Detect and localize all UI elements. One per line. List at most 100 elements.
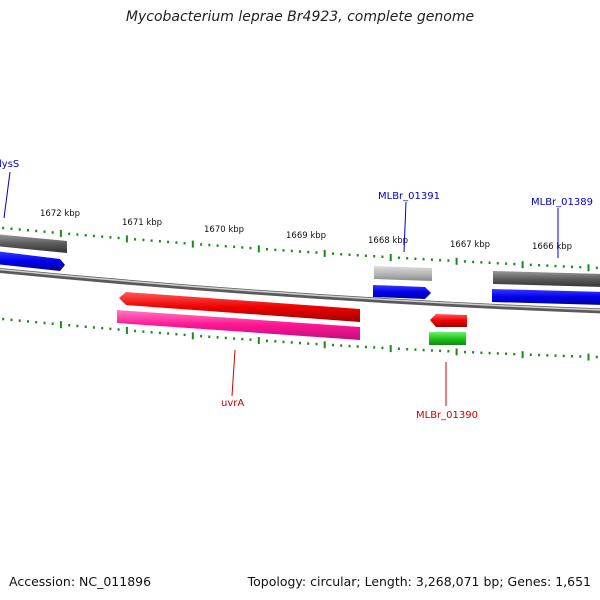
- gene-arrow-MLBr_01391[interactable]: [373, 285, 431, 299]
- tick-minor: [208, 335, 211, 338]
- tick-minor: [68, 324, 71, 327]
- tick-minor: [562, 265, 565, 268]
- tick-minor: [18, 228, 21, 231]
- map-title: Mycobacterium leprae Br4923, complete ge…: [125, 9, 475, 25]
- tick-minor: [224, 336, 227, 340]
- tick-minor: [10, 227, 13, 230]
- tick-minor: [430, 349, 433, 352]
- tick-minor: [332, 343, 334, 347]
- tick-major: [191, 240, 194, 248]
- tick-minor: [430, 258, 433, 261]
- gene-label-MLBr_01390[interactable]: MLBr_01390: [416, 410, 478, 421]
- tick-major: [455, 348, 458, 356]
- tick-minor: [35, 229, 38, 233]
- tick-major: [59, 229, 62, 237]
- tick-minor: [381, 346, 384, 350]
- tick-minor: [315, 342, 318, 346]
- tick-minor: [249, 246, 252, 250]
- tick-minor: [348, 253, 351, 256]
- tick-minor: [373, 346, 376, 349]
- tick-minor: [142, 238, 145, 242]
- tick-minor: [505, 352, 508, 355]
- feature-gray-lysS[interactable]: [0, 234, 67, 253]
- tick-minor: [200, 334, 203, 338]
- tick-label: 1666 kbp: [532, 242, 572, 252]
- tick-minor: [84, 325, 87, 328]
- feature-gray-MLBr_01389[interactable]: [493, 271, 600, 287]
- tick-minor: [109, 236, 112, 239]
- tick-minor: [51, 322, 54, 325]
- tick-minor: [282, 249, 285, 252]
- tick-minor: [224, 245, 227, 248]
- tick-minor: [422, 257, 425, 261]
- gene-arrow-MLBr_01390[interactable]: [430, 314, 467, 327]
- tick-minor: [84, 234, 87, 237]
- tick-minor: [92, 234, 95, 238]
- tick-minor: [216, 244, 219, 247]
- gene-arrow-lysS[interactable]: [0, 251, 65, 271]
- tick-minor: [183, 333, 186, 337]
- tick-minor: [529, 353, 532, 356]
- tick-minor: [397, 256, 400, 259]
- tick-minor: [266, 339, 268, 343]
- topology-text: Topology: circular; Length: 3,268,071 bp…: [247, 574, 591, 589]
- gene-arrow-MLBr_01389[interactable]: [492, 289, 600, 305]
- tick-label: 1672 kbp: [40, 209, 80, 219]
- tick-minor: [406, 257, 409, 260]
- tick-minor: [117, 328, 120, 331]
- tick-minor: [274, 248, 277, 252]
- gene-label-uvrA[interactable]: uvrA: [221, 398, 244, 409]
- tick-minor: [356, 254, 359, 257]
- tick-minor: [562, 354, 565, 358]
- gene-label-MLBr_01389[interactable]: MLBr_01389: [531, 197, 593, 208]
- tick-minor: [101, 235, 104, 238]
- genome-backbone-highlight: [0, 268, 600, 311]
- tick-minor: [233, 337, 236, 340]
- tick-minor: [579, 265, 582, 269]
- tick-minor: [10, 318, 13, 322]
- tick-minor: [249, 338, 252, 341]
- tick-minor: [134, 329, 137, 333]
- gene-arrow-uvrA[interactable]: [119, 292, 360, 322]
- tick-minor: [150, 239, 153, 242]
- tick-minor: [480, 261, 483, 264]
- tick-minor: [290, 249, 293, 253]
- feature-lightgray-MLBr_01391[interactable]: [374, 266, 432, 281]
- tick-minor: [216, 336, 219, 339]
- tick-minor: [43, 230, 46, 233]
- tick-minor: [340, 344, 343, 347]
- tick-minor: [332, 252, 334, 255]
- outer-tick-track: [2, 226, 598, 272]
- gene-label-MLBr_01391[interactable]: MLBr_01391: [378, 191, 440, 202]
- tick-minor: [472, 260, 475, 264]
- tick-minor: [397, 347, 400, 350]
- accession-text: Accession: NC_011896: [9, 574, 152, 589]
- gene-label-lysS[interactable]: lysS: [0, 159, 19, 170]
- tick-minor: [35, 321, 38, 324]
- tick-minor: [488, 261, 491, 264]
- tick-minor: [27, 229, 29, 232]
- tick-minor: [51, 231, 54, 234]
- tick-minor: [364, 345, 367, 349]
- feature-pink-uvrA[interactable]: [117, 310, 360, 340]
- tick-minor: [463, 350, 466, 354]
- tick-major: [257, 245, 260, 253]
- tick-minor: [76, 233, 79, 236]
- tick-minor: [27, 320, 29, 323]
- tick-minor: [406, 348, 409, 351]
- tick-minor: [422, 348, 425, 352]
- tick-minor: [158, 331, 161, 335]
- tick-major: [59, 321, 62, 329]
- tick-minor: [571, 355, 573, 358]
- tick-minor: [233, 245, 236, 249]
- tick-minor: [290, 341, 293, 344]
- tick-minor: [513, 262, 516, 266]
- feature-green-MLBr_01390[interactable]: [429, 332, 466, 345]
- tick-minor: [208, 243, 211, 247]
- tick-minor: [2, 317, 5, 321]
- leader-line-lysS: [3, 171, 11, 219]
- tick-major: [521, 261, 524, 269]
- tick-major: [587, 353, 590, 361]
- tick-minor: [546, 354, 549, 357]
- tick-minor: [538, 353, 541, 357]
